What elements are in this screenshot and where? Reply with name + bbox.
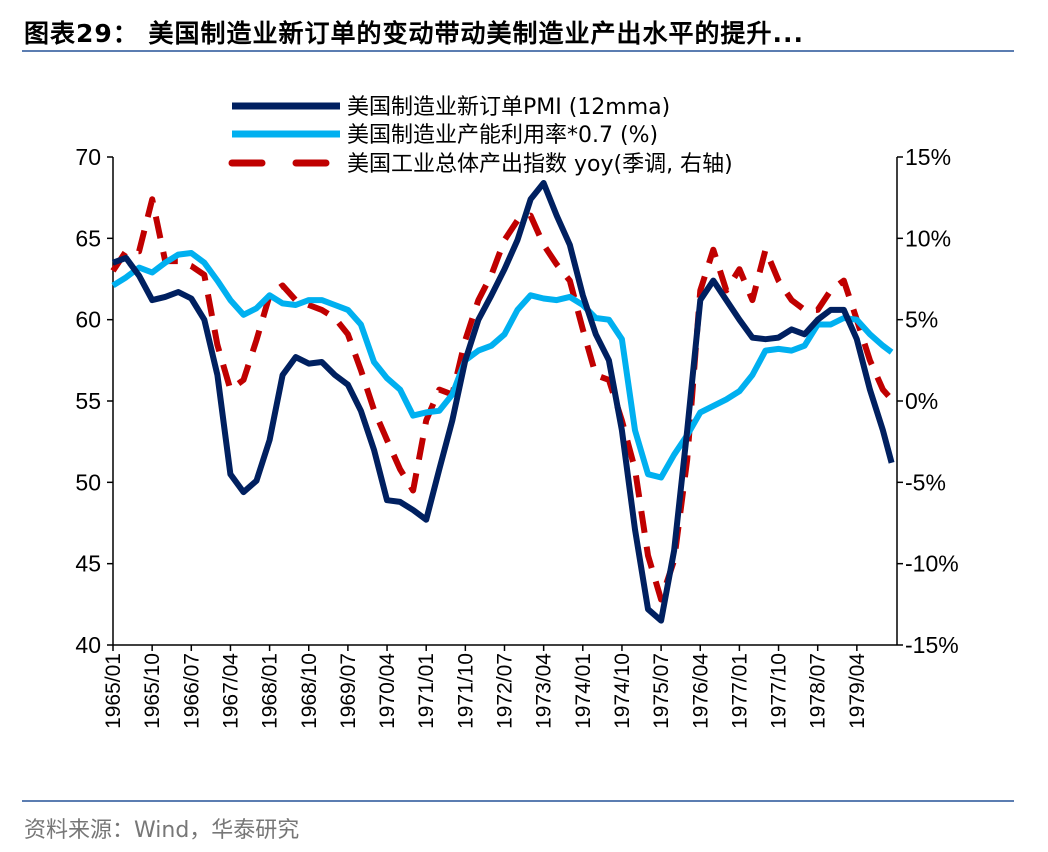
right-tick-label: 5% — [905, 307, 938, 333]
legend-label-1: 美国制造业产能利用率*0.7 (%) — [347, 123, 658, 148]
series-line-1 — [111, 250, 894, 481]
x-tick-label: 1973/04 — [533, 653, 556, 729]
x-tick-label: 1972/07 — [494, 653, 517, 729]
left-tick-label: 70 — [75, 144, 101, 170]
chart-title: 图表29： 美国制造业新订单的变动带动美制造业产出水平的提升... — [24, 19, 804, 48]
series-line-2 — [110, 196, 894, 603]
series-group — [110, 180, 895, 624]
right-tick-label: 10% — [905, 225, 951, 251]
left-tick-label: 55 — [75, 388, 101, 414]
x-tick-label: 1974/10 — [611, 653, 634, 729]
axes: 70 65 60 55 50 45 40 15% 10% 5% 0% -5% -10% -15% 1965/… — [75, 144, 958, 729]
x-tick-label: 1978/07 — [807, 653, 830, 729]
legend-label-0: 美国制造业新订单PMI (12mma) — [347, 95, 670, 120]
x-tick-label: 1965/10 — [141, 653, 164, 729]
x-tick-label: 1969/07 — [337, 653, 360, 729]
x-tick-label: 1970/04 — [376, 653, 399, 729]
legend: 美国制造业新订单PMI (12mma) 美国制造业产能利用率*0.7 (%) 美国工… — [228, 95, 733, 177]
right-tick-label: -15% — [905, 632, 959, 658]
left-tick-label: 60 — [75, 307, 101, 333]
x-tick-label: 1974/01 — [572, 653, 595, 729]
x-tick-label: 1968/10 — [298, 653, 321, 729]
x-tick-label: 1975/07 — [650, 653, 673, 729]
title-divider — [22, 50, 1014, 52]
source-note: 资料来源：Wind，华泰研究 — [24, 818, 300, 843]
left-tick-label: 50 — [75, 469, 101, 495]
legend-label-2: 美国工业总体产出指数 yoy(季调, 右轴) — [347, 152, 733, 177]
x-tick-label: 1977/01 — [728, 653, 751, 729]
x-tick-label: 1966/07 — [180, 653, 203, 729]
left-tick-label: 40 — [75, 632, 101, 658]
right-tick-label: -5% — [905, 469, 946, 495]
x-tick-label: 1967/04 — [219, 653, 242, 729]
x-tick-label: 1965/01 — [102, 653, 125, 729]
series-line-0 — [111, 180, 895, 624]
right-tick-label: 15% — [905, 144, 951, 170]
x-tick-label: 1968/01 — [259, 653, 282, 729]
x-tick-label: 1977/10 — [768, 653, 791, 729]
right-tick-label: 0% — [905, 388, 938, 414]
x-tick-label: 1971/01 — [415, 653, 438, 729]
x-tick-label: 1976/04 — [689, 653, 712, 729]
x-tick-label: 1971/10 — [454, 653, 477, 729]
right-tick-label: -10% — [905, 551, 959, 577]
source-divider — [22, 800, 1014, 802]
left-tick-label: 45 — [75, 551, 101, 577]
left-tick-label: 65 — [75, 225, 101, 251]
x-tick-label: 1979/04 — [846, 653, 869, 729]
